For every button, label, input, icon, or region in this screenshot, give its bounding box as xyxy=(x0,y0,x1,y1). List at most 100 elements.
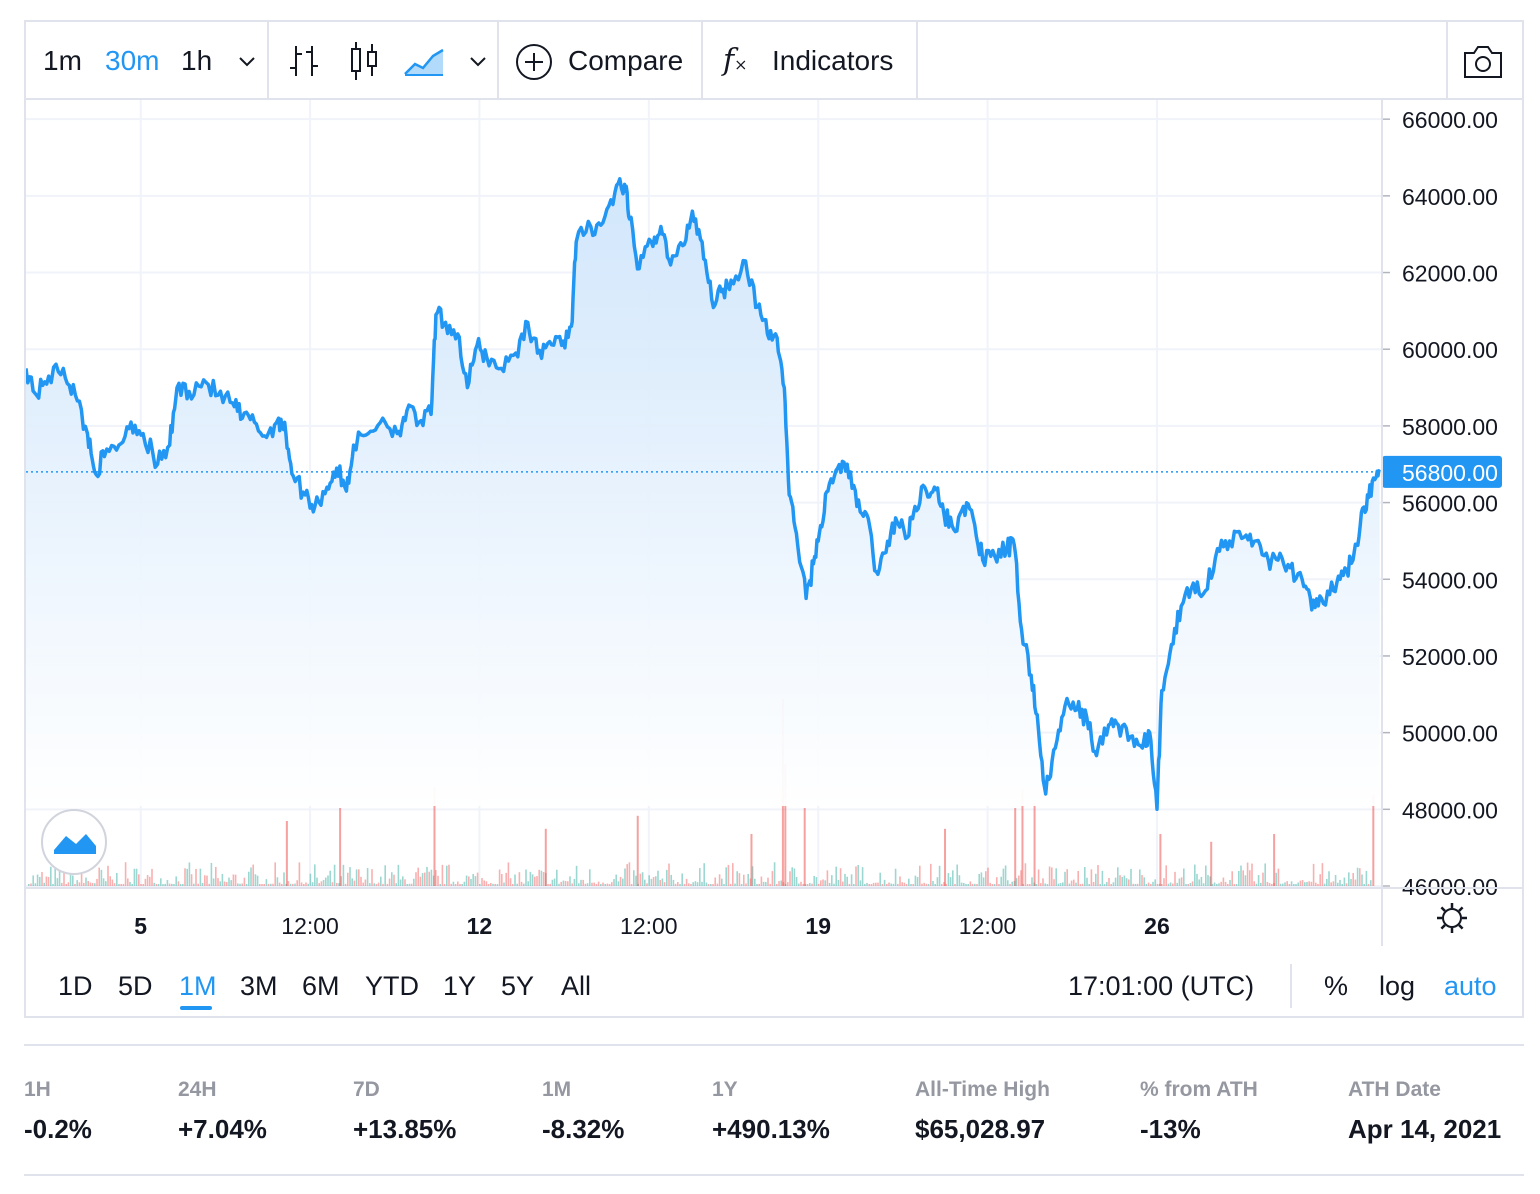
range-1m[interactable]: 1M xyxy=(179,971,217,1001)
range-ytd[interactable]: YTD xyxy=(365,971,419,1001)
volume-bar xyxy=(96,878,98,886)
x-tick-label: 5 xyxy=(134,913,147,939)
volume-bar xyxy=(34,883,37,886)
volume-bar xyxy=(899,876,901,886)
volume-bar xyxy=(173,883,175,886)
tradingview-logo-icon[interactable] xyxy=(41,809,107,875)
volume-bar xyxy=(1216,883,1218,886)
volume-bar xyxy=(1235,883,1238,886)
volume-bar xyxy=(828,882,831,886)
volume-bar xyxy=(996,877,998,886)
interval-1h[interactable]: 1h xyxy=(181,45,213,76)
volume-bar xyxy=(47,876,50,886)
volume-bar xyxy=(1207,875,1209,886)
price-chart[interactable]: 66000.00 64000.00 62000.00 60000.00 58000.00… xyxy=(26,100,1522,946)
volume-bar xyxy=(591,882,593,886)
volume-bar xyxy=(465,875,468,886)
volume-bar xyxy=(1194,864,1196,886)
volume-bar xyxy=(908,878,910,886)
volume-bar xyxy=(967,884,969,886)
auto-toggle[interactable]: auto xyxy=(1444,971,1497,1001)
volume-bar xyxy=(749,878,752,886)
volume-bar xyxy=(646,883,648,886)
camera-icon[interactable] xyxy=(1461,44,1505,80)
volume-bar xyxy=(217,878,219,886)
volume-bar xyxy=(734,883,736,886)
volume-bar xyxy=(1156,883,1159,886)
volume-bar xyxy=(190,874,193,886)
volume-bar xyxy=(1213,882,1216,886)
range-1y[interactable]: 1Y xyxy=(443,971,477,1001)
volume-bar xyxy=(1224,881,1227,886)
volume-bar xyxy=(454,883,457,886)
range-all[interactable]: All xyxy=(561,971,592,1001)
volume-bar xyxy=(157,884,160,886)
volume-bar xyxy=(377,882,380,886)
volume-bar xyxy=(83,882,85,886)
candles-icon[interactable] xyxy=(346,40,382,82)
volume-bar xyxy=(846,876,848,886)
chevron-down-icon[interactable] xyxy=(468,55,488,69)
time-label[interactable]: 17:01:00 (UTC) xyxy=(1068,971,1255,1001)
volume-bar xyxy=(696,882,699,886)
y-tick-label: 50000.00 xyxy=(1402,721,1498,747)
volume-bar xyxy=(1099,883,1101,886)
percent-toggle[interactable]: % xyxy=(1324,971,1349,1001)
range-3m[interactable]: 3M xyxy=(240,971,278,1001)
volume-bar xyxy=(633,870,635,886)
range-1d[interactable]: 1D xyxy=(58,971,93,1001)
interval-1m[interactable]: 1m xyxy=(43,45,82,76)
volume-bar xyxy=(795,877,798,886)
stat-value-1m: -8.32% xyxy=(542,1114,625,1144)
chevron-down-icon[interactable] xyxy=(237,55,257,69)
volume-bar xyxy=(316,877,318,886)
interval-30m[interactable]: 30m xyxy=(105,45,160,76)
volume-bar xyxy=(413,878,415,886)
volume-bar xyxy=(428,871,430,886)
volume-bar xyxy=(806,883,809,886)
volume-bar xyxy=(751,866,754,886)
log-toggle[interactable]: log xyxy=(1379,971,1416,1001)
volume-bar xyxy=(580,879,582,886)
volume-bar xyxy=(80,867,83,886)
volume-bar xyxy=(694,881,697,886)
volume-bar xyxy=(248,871,250,886)
volume-bar xyxy=(1068,883,1071,886)
volume-bar xyxy=(78,882,81,886)
compare-button[interactable]: Compare xyxy=(568,45,684,76)
range-5d[interactable]: 5D xyxy=(118,971,153,1001)
volume-bar xyxy=(1286,881,1288,886)
gear-icon[interactable] xyxy=(1437,903,1467,933)
plus-circle-icon[interactable] xyxy=(515,43,553,81)
range-5y[interactable]: 5Y xyxy=(501,971,535,1001)
volume-bar xyxy=(507,862,510,886)
volume-bar xyxy=(905,884,908,886)
volume-bar xyxy=(769,883,771,886)
area-icon[interactable] xyxy=(403,44,445,78)
volume-bar xyxy=(94,883,96,886)
stat-value-ath: $65,028.97 xyxy=(915,1114,1046,1144)
volume-bar xyxy=(1187,883,1189,886)
volume-bar xyxy=(353,880,356,886)
range-6m[interactable]: 6M xyxy=(302,971,340,1001)
volume-bar xyxy=(1189,883,1192,886)
volume-bar xyxy=(1024,863,1027,886)
bars-icon[interactable] xyxy=(286,42,322,80)
volume-bar xyxy=(256,875,259,886)
volume-bar xyxy=(327,875,329,886)
volume-bar xyxy=(85,877,87,886)
volume-bar xyxy=(406,883,408,886)
volume-bar xyxy=(1229,880,1231,886)
volume-bar xyxy=(1176,882,1178,886)
volume-bar xyxy=(1367,883,1370,886)
volume-bar xyxy=(1088,883,1090,886)
volume-bar xyxy=(1370,880,1372,886)
function-icon[interactable]: f× xyxy=(723,43,748,78)
volume-bar xyxy=(1343,877,1346,886)
volume-bar xyxy=(936,877,939,886)
indicators-button[interactable]: Indicators xyxy=(772,45,894,76)
volume-bar xyxy=(582,879,584,886)
volume-bar xyxy=(630,883,633,886)
volume-bar xyxy=(61,882,63,886)
volume-spike xyxy=(1159,834,1162,886)
